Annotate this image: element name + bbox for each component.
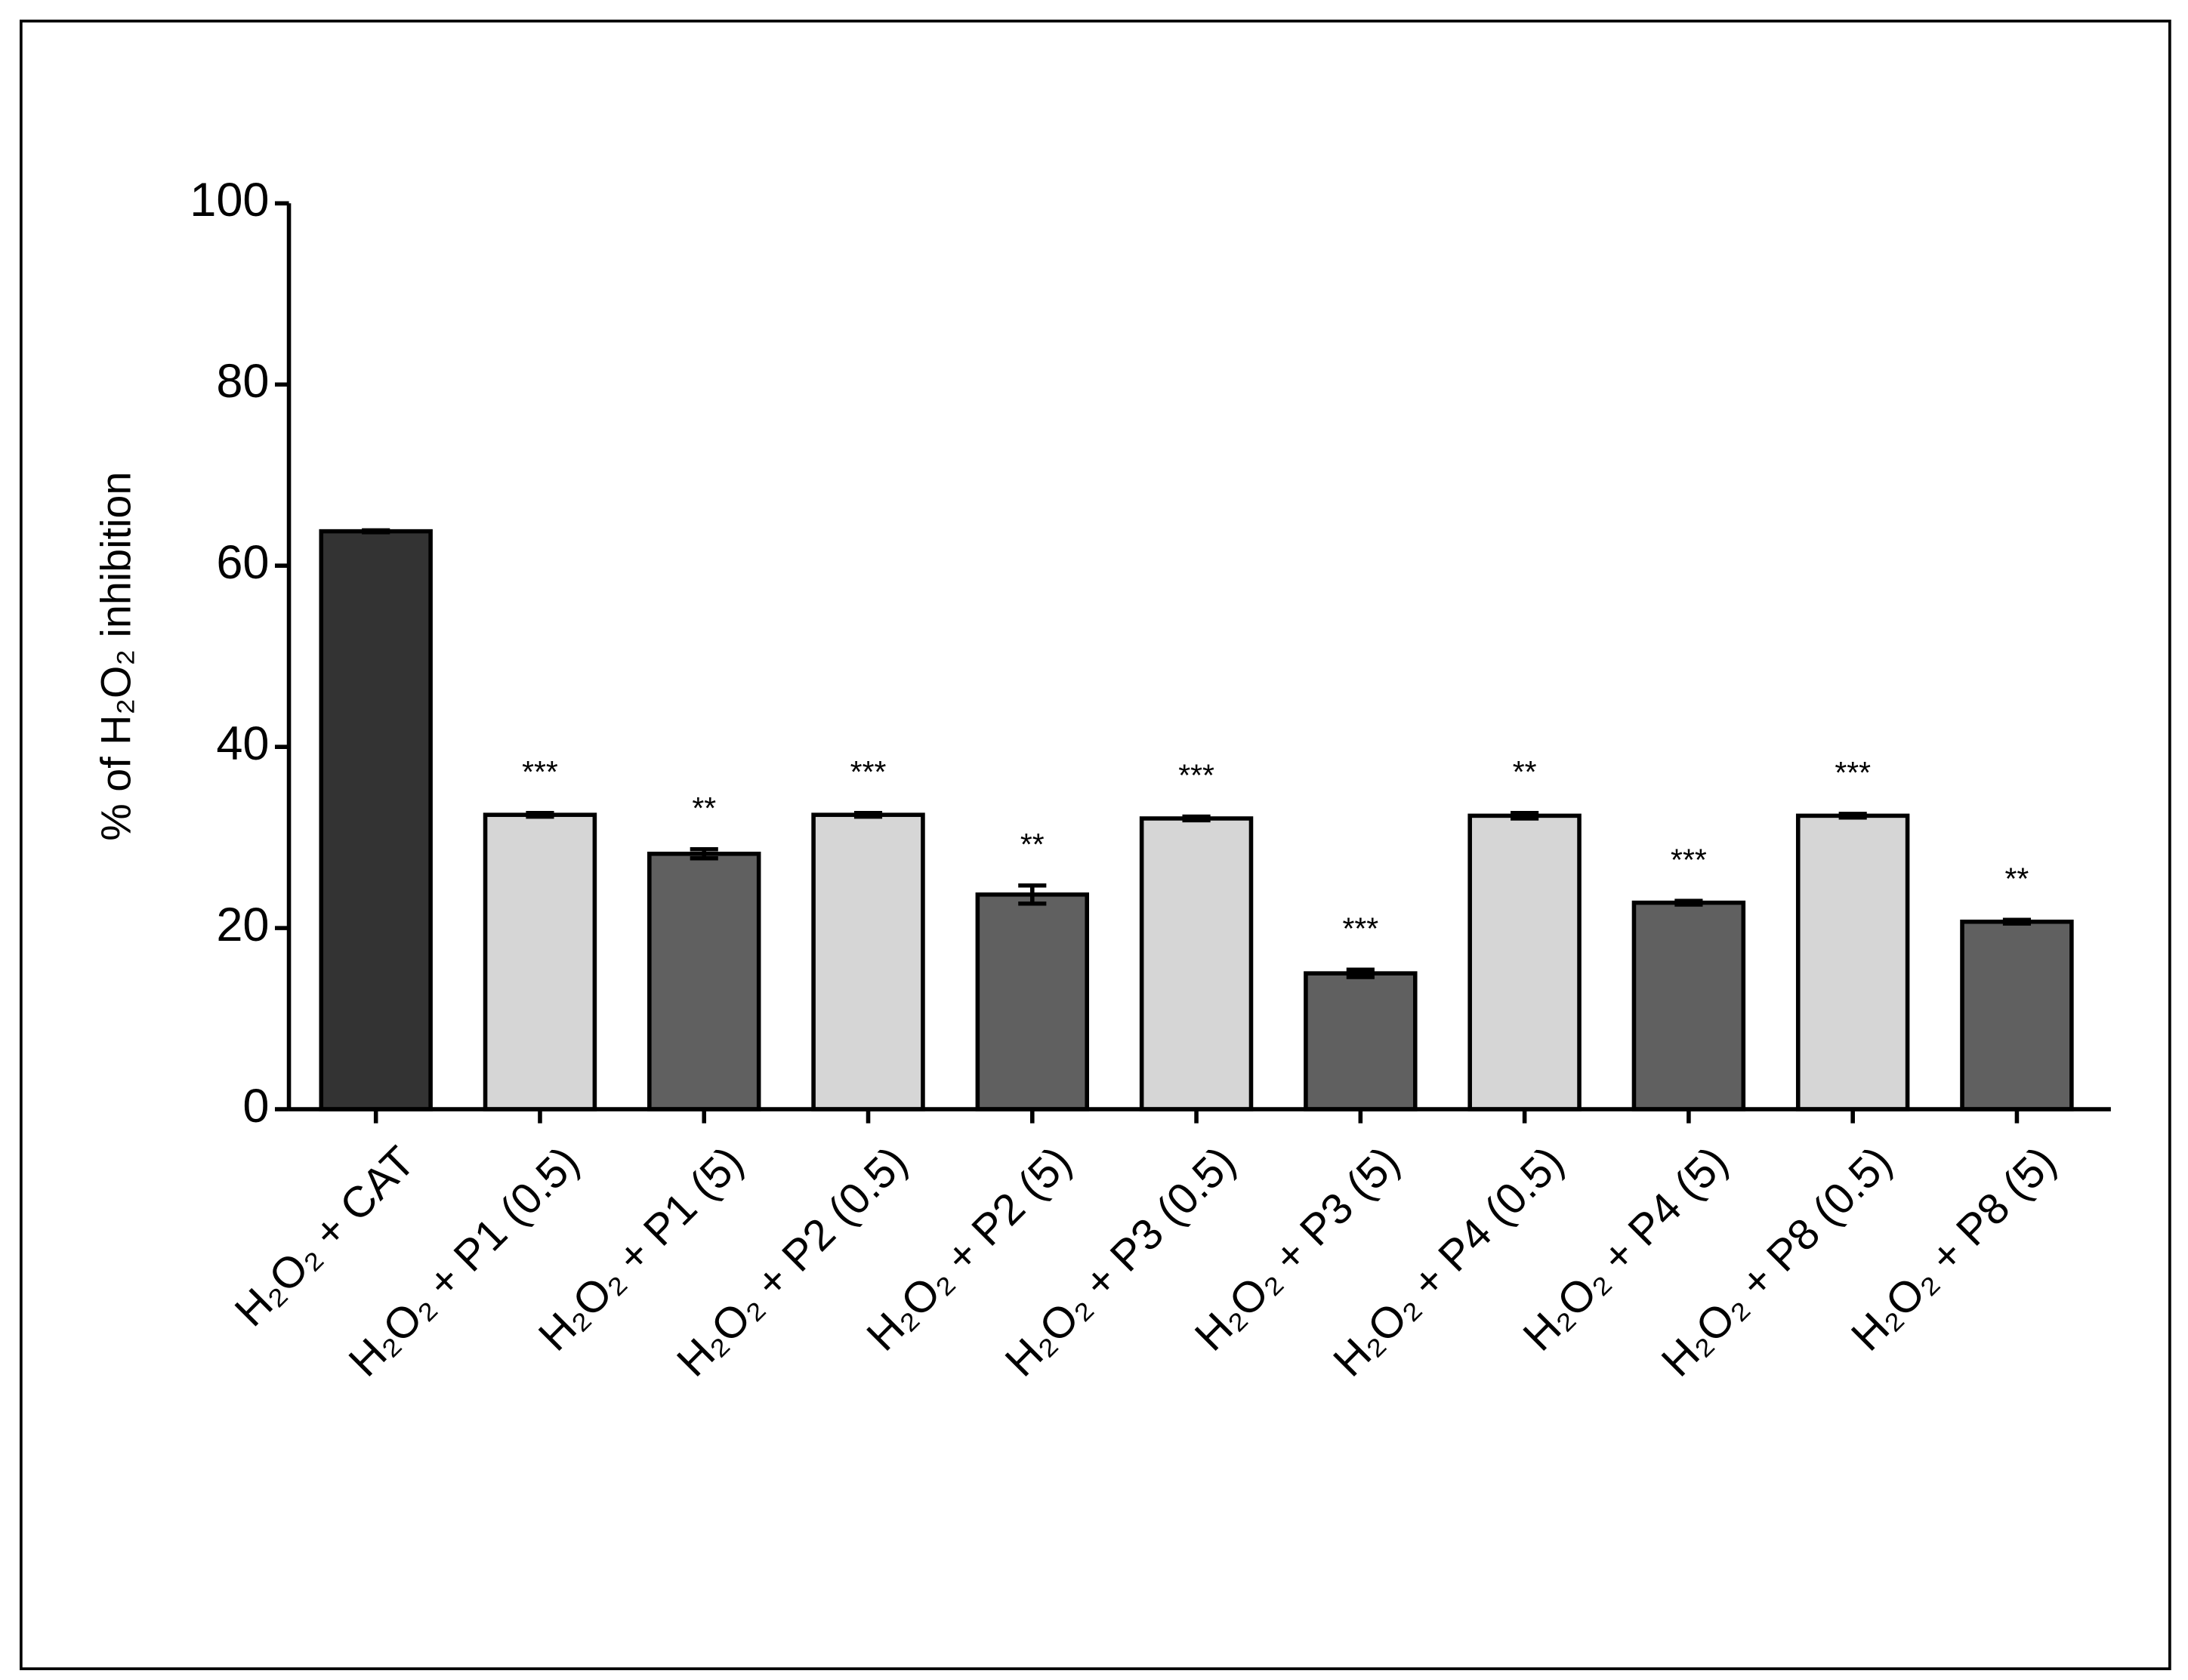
y-tick-label: 40 xyxy=(216,717,269,770)
error-bar xyxy=(1838,812,1867,820)
bar xyxy=(1139,816,1254,1111)
significance-label: *** xyxy=(522,754,558,789)
y-tick-label: 0 xyxy=(242,1080,269,1133)
error-bar xyxy=(1182,814,1211,823)
error-bar xyxy=(1018,883,1047,906)
error-bar xyxy=(362,528,390,535)
bar xyxy=(1631,900,1746,1111)
bar xyxy=(811,812,925,1111)
significance-label: *** xyxy=(1835,755,1871,790)
y-tick-label: 60 xyxy=(216,536,269,589)
significance-label: *** xyxy=(1178,758,1214,793)
bar xyxy=(1304,971,1418,1111)
significance-label: ** xyxy=(1020,827,1045,862)
y-tick-label: 80 xyxy=(216,355,269,408)
significance-label: *** xyxy=(1671,842,1707,877)
error-bar xyxy=(1674,899,1703,907)
bar xyxy=(1960,919,2074,1111)
y-axis-label: % of H₂O₂ inhibition xyxy=(93,472,140,841)
error-bar xyxy=(690,846,718,861)
bar xyxy=(1467,813,1582,1111)
error-bar xyxy=(853,810,883,819)
y-tick-label: 100 xyxy=(190,174,269,227)
bar xyxy=(647,851,761,1111)
bar xyxy=(483,812,597,1111)
error-bar xyxy=(2002,917,2032,926)
bar xyxy=(319,529,433,1111)
frame xyxy=(19,20,2171,1670)
y-tick-label: 20 xyxy=(216,899,269,951)
error-bar xyxy=(1346,967,1375,979)
significance-label: ** xyxy=(2005,861,2029,895)
significance-label: *** xyxy=(1342,911,1378,945)
error-bar xyxy=(526,810,554,819)
significance-label: ** xyxy=(692,791,716,825)
error-bar xyxy=(1511,810,1539,821)
significance-label: ** xyxy=(1513,754,1537,789)
bar xyxy=(1795,813,1910,1111)
significance-label: *** xyxy=(850,754,887,789)
bar xyxy=(975,892,1090,1111)
